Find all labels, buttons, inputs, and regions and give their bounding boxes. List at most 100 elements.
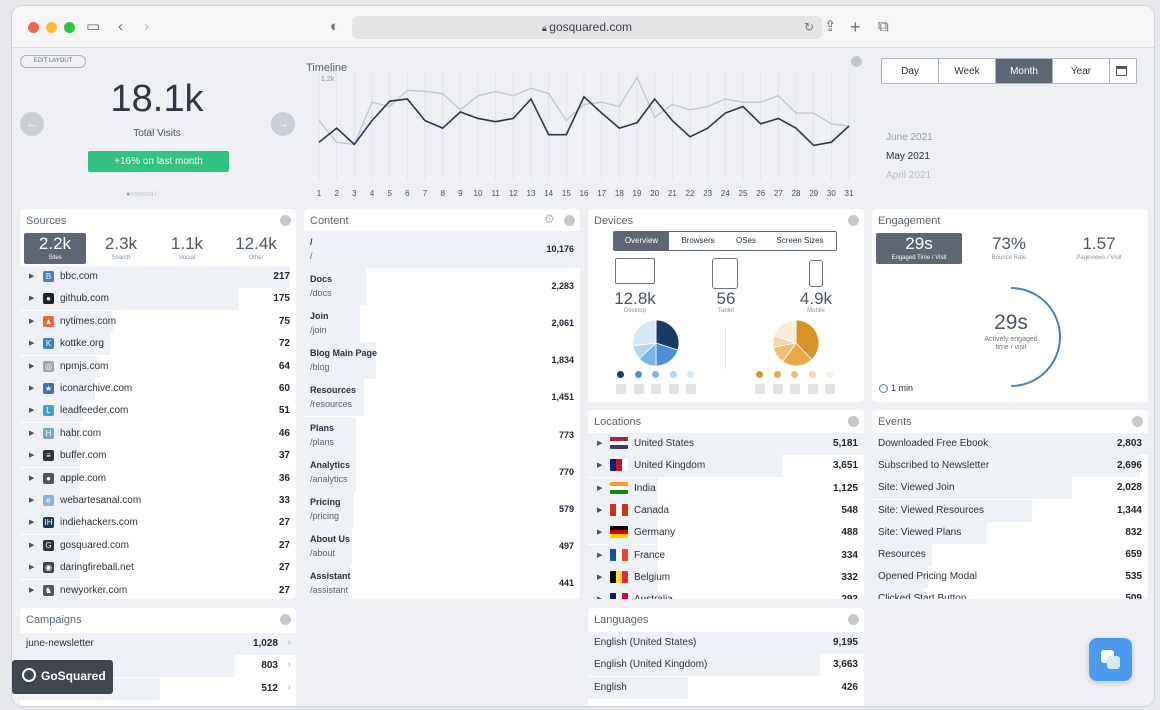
gosquared-badge[interactable]: GoSquared bbox=[12, 660, 113, 694]
source-row[interactable]: ▶ e webartesanal.com 33 bbox=[20, 490, 296, 512]
expand-icon[interactable]: ▶ bbox=[597, 573, 602, 581]
pageviews-stat[interactable]: 1.57 Pageviews / Visit bbox=[1056, 233, 1142, 264]
locations-options-icon[interactable] bbox=[848, 416, 859, 427]
edit-layout-button[interactable]: EDIT LAYOUT bbox=[20, 55, 86, 68]
engaged-time-stat[interactable]: 29s Engaged Time / Visit bbox=[876, 233, 962, 264]
devices-tab-oses[interactable]: OSes bbox=[727, 231, 765, 251]
devices-tab-screen-sizes[interactable]: Screen Sizes bbox=[765, 231, 835, 251]
source-row[interactable]: ▶ ● apple.com 36 bbox=[20, 468, 296, 490]
expand-icon[interactable]: ▶ bbox=[597, 484, 602, 492]
source-row[interactable]: ▶ ● github.com 175 bbox=[20, 288, 296, 310]
source-stat-sites[interactable]: 2.2k Sites bbox=[24, 233, 86, 264]
expand-icon[interactable]: ▶ bbox=[29, 496, 34, 504]
expand-icon[interactable]: ▶ bbox=[29, 474, 34, 482]
reload-icon[interactable]: ↻ bbox=[804, 16, 814, 39]
close-window-button[interactable] bbox=[28, 22, 39, 33]
next-period-button[interactable]: → bbox=[271, 112, 295, 136]
prev-period-button[interactable]: ← bbox=[20, 112, 44, 136]
expand-icon[interactable]: ▶ bbox=[29, 406, 34, 414]
chat-button[interactable] bbox=[1089, 638, 1132, 681]
content-options-icon[interactable] bbox=[564, 215, 575, 226]
minimize-window-button[interactable] bbox=[46, 22, 57, 33]
location-row[interactable]: ▶ France 334 bbox=[588, 545, 864, 567]
range-tab-day[interactable]: Day bbox=[882, 59, 939, 84]
source-stat-search[interactable]: 2.3k Search bbox=[90, 233, 152, 264]
campaigns-options-icon[interactable] bbox=[280, 614, 291, 625]
source-row[interactable]: ▶ Hhabr.com 46 bbox=[20, 423, 296, 445]
source-row[interactable]: ▶ ♞ newyorker.com 27 bbox=[20, 580, 296, 599]
expand-icon[interactable]: ▶ bbox=[29, 317, 34, 325]
source-row[interactable]: ▶ IH indiehackers.com 27 bbox=[20, 512, 296, 534]
devices-tab-overview[interactable]: Overview bbox=[614, 231, 669, 251]
expand-icon[interactable]: ▶ bbox=[597, 506, 602, 514]
expand-icon[interactable]: ▶ bbox=[29, 362, 34, 370]
devices-tab-browsers[interactable]: Browsers bbox=[669, 231, 727, 251]
languages-options-icon[interactable] bbox=[848, 614, 859, 625]
expand-icon[interactable]: ▶ bbox=[597, 439, 602, 447]
event-row[interactable]: Subscribed to Newsletter 2,696 bbox=[872, 455, 1148, 477]
campaign-row[interactable]: june-newsletter 1,028 › bbox=[20, 633, 296, 655]
month-option[interactable]: June 2021 bbox=[886, 132, 933, 143]
location-row[interactable]: ▶ United Kingdom 3,651 bbox=[588, 455, 864, 477]
devices-options-icon[interactable] bbox=[848, 215, 859, 226]
forward-icon[interactable]: › bbox=[144, 18, 149, 36]
pie-slice[interactable] bbox=[633, 320, 656, 346]
share-icon[interactable]: ⇪ bbox=[824, 18, 837, 36]
bounce-rate-stat[interactable]: 73% Bounce Rate bbox=[966, 233, 1052, 264]
content-row[interactable]: / / 10,176 bbox=[304, 231, 580, 268]
location-row[interactable]: ▶ Canada 548 bbox=[588, 500, 864, 522]
expand-icon[interactable]: ▶ bbox=[597, 528, 602, 536]
event-row[interactable]: Opened Pricing Modal 535 bbox=[872, 566, 1148, 588]
chevron-right-icon[interactable]: › bbox=[288, 682, 291, 693]
content-row[interactable]: About Us/about 497 bbox=[304, 528, 580, 565]
location-row[interactable]: ▶ Belgium 332 bbox=[588, 567, 864, 589]
location-row[interactable]: ▶ Germany 488 bbox=[588, 522, 864, 544]
content-row[interactable]: Assistant/assistant 441 bbox=[304, 565, 580, 599]
expand-icon[interactable]: ▶ bbox=[29, 339, 34, 347]
chevron-right-icon[interactable]: › bbox=[288, 659, 291, 670]
event-row[interactable]: Site: Viewed Plans 832 bbox=[872, 522, 1148, 544]
expand-icon[interactable]: ▶ bbox=[597, 461, 602, 469]
event-row[interactable]: Clicked Start Button 509 bbox=[872, 588, 1148, 599]
expand-icon[interactable]: ▶ bbox=[29, 429, 34, 437]
privacy-shield-icon[interactable]: ◐ bbox=[330, 18, 339, 36]
calendar-icon[interactable] bbox=[1116, 66, 1127, 76]
content-row[interactable]: Resources/resources 1,451 bbox=[304, 379, 580, 416]
chevron-right-icon[interactable]: › bbox=[288, 637, 291, 648]
content-row[interactable]: Join/join 2,061 bbox=[304, 305, 580, 342]
source-row[interactable]: ▶ Kkottke.org 72 bbox=[20, 333, 296, 355]
month-option-selected[interactable]: May 2021 bbox=[886, 151, 930, 162]
month-option[interactable]: April 2021 bbox=[886, 170, 931, 181]
sources-options-icon[interactable] bbox=[280, 215, 291, 226]
expand-icon[interactable]: ▶ bbox=[29, 563, 34, 571]
language-row[interactable]: English (United States) 9,195 bbox=[588, 632, 864, 654]
event-row[interactable]: Resources 659 bbox=[872, 544, 1148, 566]
expand-icon[interactable]: ▶ bbox=[29, 518, 34, 526]
timeline-options-icon[interactable] bbox=[851, 56, 862, 67]
location-row[interactable]: ▶Australia293 bbox=[588, 589, 864, 599]
events-options-icon[interactable] bbox=[1132, 416, 1143, 427]
expand-icon[interactable]: ▶ bbox=[597, 551, 602, 559]
location-row[interactable]: ▶ United States 5,181 bbox=[588, 433, 864, 455]
zoom-window-button[interactable] bbox=[64, 22, 75, 33]
source-row[interactable]: ▶ ★ iconarchive.com 60 bbox=[20, 378, 296, 400]
month-picker[interactable]: June 2021 May 2021 April 2021 bbox=[886, 132, 986, 200]
gear-icon[interactable]: ⚙ bbox=[544, 212, 555, 226]
sidebar-toggle-icon[interactable]: ▭ bbox=[86, 18, 100, 36]
event-row[interactable]: Site: Viewed Resources 1,344 bbox=[872, 500, 1148, 522]
source-stat-other[interactable]: 12.4k Other bbox=[225, 233, 287, 264]
event-row[interactable]: Downloaded Free Ebook 2,803 bbox=[872, 433, 1148, 455]
location-row[interactable]: ▶ India 1,125 bbox=[588, 478, 864, 500]
expand-icon[interactable]: ▶ bbox=[29, 384, 34, 392]
range-tab-week[interactable]: Week bbox=[939, 59, 996, 84]
content-row[interactable]: Plans/plans 773 bbox=[304, 417, 580, 454]
range-tab-year[interactable]: Year bbox=[1053, 59, 1110, 84]
expand-icon[interactable]: ▶ bbox=[29, 272, 34, 280]
content-row[interactable]: Pricing/pricing 579 bbox=[304, 491, 580, 528]
expand-icon[interactable]: ▶ bbox=[29, 541, 34, 549]
range-tab-month[interactable]: Month bbox=[996, 59, 1053, 84]
pagination-dots[interactable]: ●○○○○○○○∷ bbox=[126, 190, 155, 198]
source-row[interactable]: ▶ ◉ daringfireball.net 27 bbox=[20, 557, 296, 579]
